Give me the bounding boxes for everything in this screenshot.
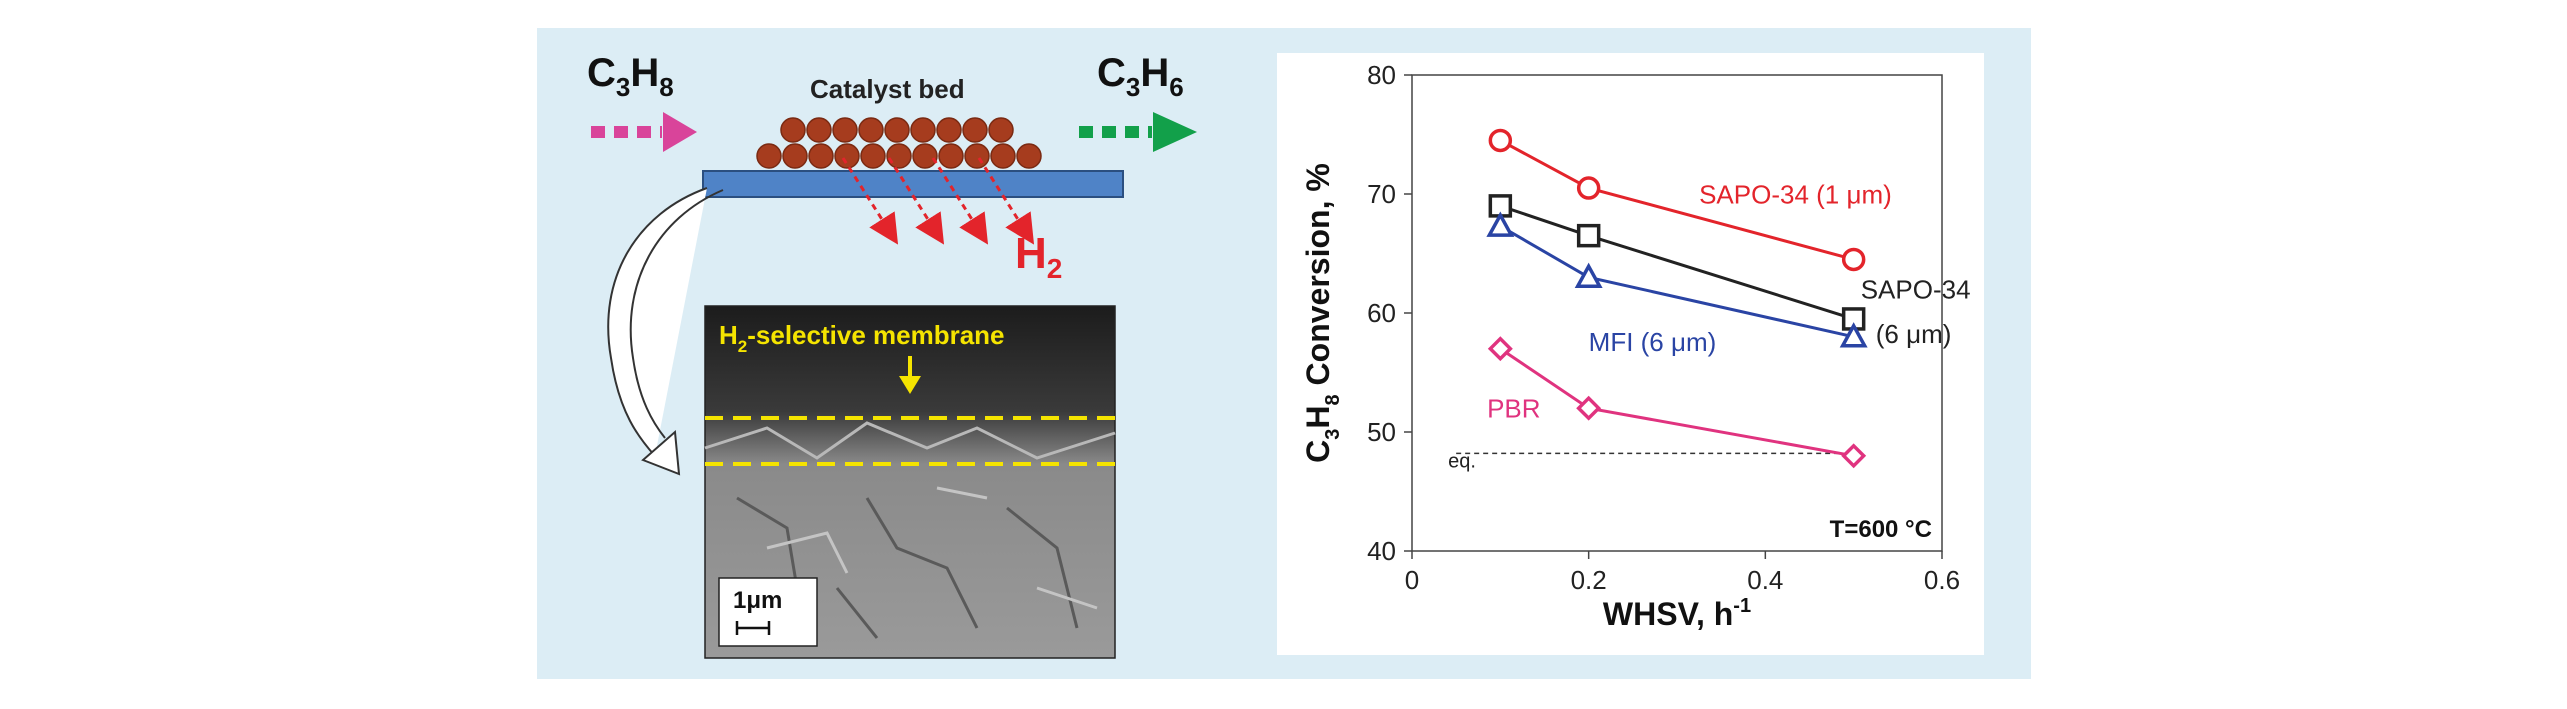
series-line-1 (1499, 204, 1855, 321)
data-point (1841, 247, 1866, 272)
series-label-sapo34-6um-line2: (6 μm) (1876, 319, 1952, 349)
series-label-mfi: MFI (6 μm) (1589, 327, 1717, 357)
product-arrow (1079, 112, 1197, 152)
data-point (1574, 262, 1603, 289)
data-point (1576, 176, 1601, 200)
feed-label: C3H8 (587, 51, 674, 102)
series-label-sapo34-6um-line1: SAPO-34 (1861, 275, 1971, 305)
reactor-schematic: C3H8 Catalyst bed C3H6 H2 (587, 51, 1197, 659)
h2-permeation-arrows (841, 157, 1035, 245)
membrane-pointer-arrow (899, 356, 921, 394)
series-label-pbr: PBR (1487, 394, 1540, 424)
x-axis-label: WHSV, h-1 (1603, 595, 1751, 632)
membrane-label: H2-selective membrane (719, 320, 1005, 356)
membrane-support (702, 170, 1124, 198)
equilibrium-label: eq. (1448, 450, 1476, 472)
figure-panel: C3H8 Catalyst bed C3H6 H2 (537, 28, 2031, 679)
catalyst-particles (756, 117, 1042, 169)
chart-container: 40 50 60 70 80 0 0.2 0.4 0.6 WHSV, h-1 C3H8 Conver… (1277, 53, 1984, 655)
h2-label: H2 (1015, 229, 1062, 284)
series-line-2 (1499, 224, 1854, 339)
zoom-curved-arrow (607, 187, 724, 476)
conversion-chart: 40 50 60 70 80 0 0.2 0.4 0.6 WHSV, h-1 C3H8 Conver… (1300, 60, 1971, 632)
data-point (1576, 223, 1601, 248)
y-tick-label: 50 (1367, 417, 1396, 447)
product-label: C3H6 (1097, 51, 1184, 102)
feed-arrow (591, 112, 697, 152)
data-point (1486, 211, 1515, 237)
data-point (1488, 128, 1513, 153)
catalyst-bed-label: Catalyst bed (810, 74, 965, 104)
y-tick-label: 60 (1367, 298, 1396, 328)
x-tick-label: 0.4 (1747, 565, 1783, 595)
data-point (1576, 395, 1602, 421)
y-axis-label: C3H8 Conversion, % (1300, 163, 1344, 463)
x-tick-label: 0.2 (1571, 565, 1607, 595)
y-tick-label: 40 (1367, 536, 1396, 566)
data-point (1839, 322, 1868, 348)
x-tick-label: 0 (1405, 565, 1419, 595)
series-line-3 (1499, 347, 1854, 458)
y-tick-label: 80 (1367, 60, 1396, 90)
x-tick-label: 0.6 (1924, 565, 1960, 595)
scale-bar (735, 621, 771, 635)
data-point (1841, 443, 1867, 469)
data-point (1487, 336, 1513, 362)
temperature-annotation: T=600 °C (1830, 516, 1932, 543)
sem-micrograph: H2-selective membrane 1μm (704, 305, 1116, 659)
y-tick-label: 70 (1367, 179, 1396, 209)
scale-bar-label: 1μm (733, 587, 782, 614)
series-label-sapo34-1um: SAPO-34 (1 μm) (1699, 180, 1892, 210)
